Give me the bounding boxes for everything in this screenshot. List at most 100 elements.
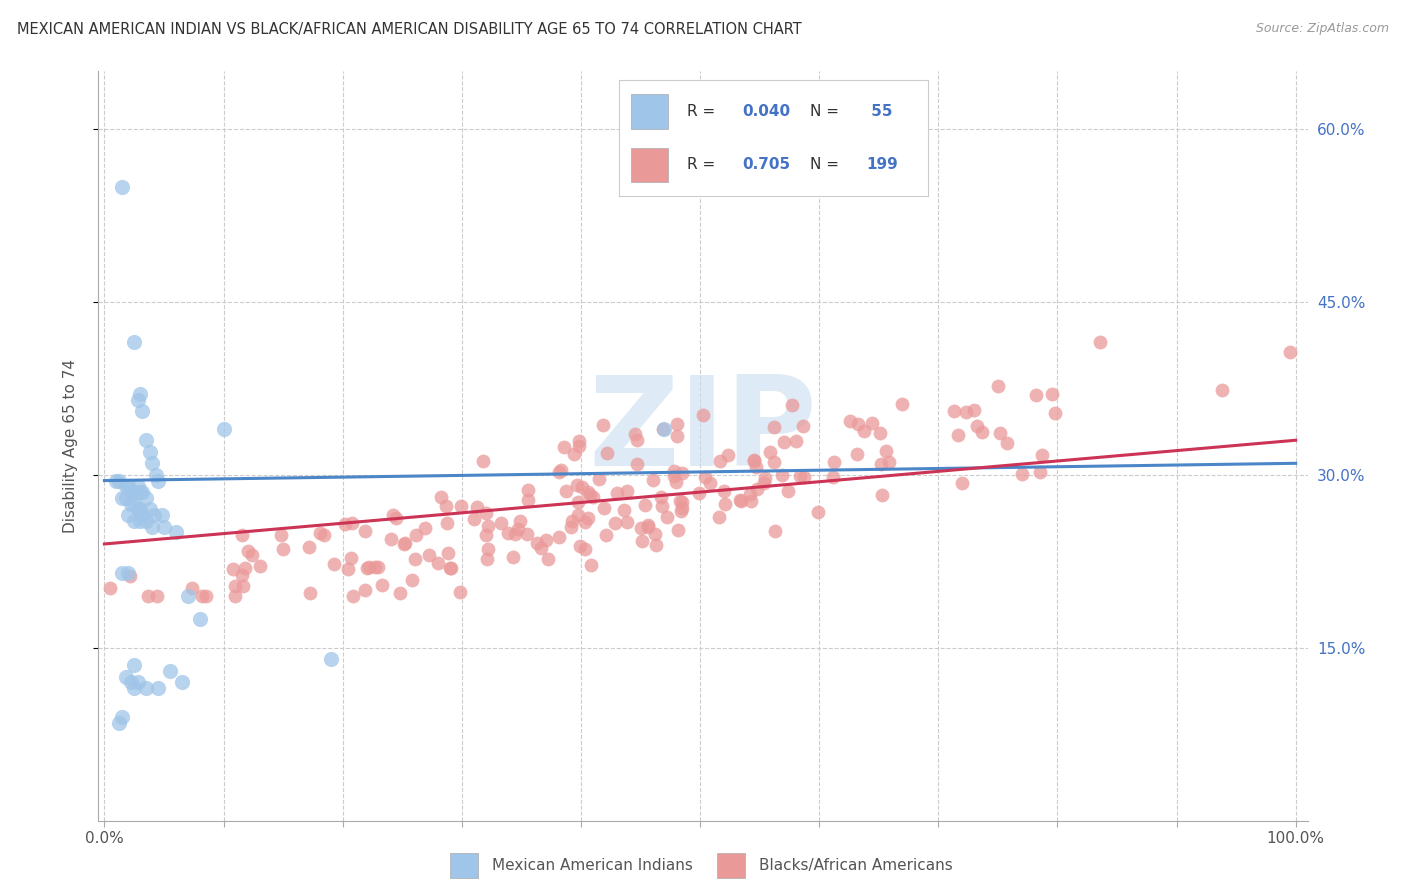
Bar [450,853,478,878]
Point [98,581,121,595]
Point [298,541,321,555]
Point [707,509,730,524]
Bar [631,95,668,129]
Point [568,434,591,448]
Point [785,434,807,448]
Point [465,500,488,514]
Point [141,456,163,470]
Point [117,508,139,523]
Point [516,483,538,498]
Point [630,521,652,535]
Point [613,503,636,517]
Point [576,511,599,525]
Point [107,474,129,488]
Point [153,519,176,533]
Text: ZIP: ZIP [589,370,817,491]
Point [233,561,256,575]
Point [299,586,322,600]
Point [626,457,648,471]
Point [111,710,134,724]
Point [195,589,218,603]
Point [475,528,498,542]
Point [553,440,575,454]
Point [664,469,686,483]
Point [427,556,450,570]
Point [946,427,969,442]
Point [380,532,402,546]
Point [240,548,263,562]
Point [249,559,271,574]
Bar [631,147,668,182]
Point [463,512,485,526]
Point [118,568,141,582]
Point [565,478,588,492]
Point [852,424,875,438]
Point [105,474,128,488]
Point [111,566,134,580]
Point [537,552,560,566]
Point [564,446,586,460]
Point [671,495,693,509]
Point [111,179,134,194]
Point [340,516,363,530]
Point [616,515,638,529]
Point [671,500,693,515]
Point [517,493,540,508]
Point [891,397,914,411]
Point [773,435,796,450]
Point [526,536,548,550]
Point [692,409,714,423]
Point [550,463,572,477]
Text: 55: 55 [866,104,893,120]
Point [987,378,1010,392]
Point [650,490,672,504]
Point [943,403,966,417]
Text: MEXICAN AMERICAN INDIAN VS BLACK/AFRICAN AMERICAN DISABILITY AGE 65 TO 74 CORREL: MEXICAN AMERICAN INDIAN VS BLACK/AFRICAN… [17,22,801,37]
Point [763,420,786,434]
Point [440,560,463,574]
Point [436,516,458,531]
Point [353,582,375,597]
Bar [717,853,745,878]
Point [231,527,253,541]
Text: R =: R = [686,157,720,172]
Point [778,484,800,499]
Point [314,528,336,542]
Point [807,505,830,519]
Point [224,579,246,593]
Point [429,490,451,504]
Point [129,387,152,401]
Point [699,476,721,491]
Point [120,675,142,690]
Point [222,562,245,576]
Point [569,540,592,554]
Point [870,488,893,502]
Y-axis label: Disability Age 65 to 74: Disability Age 65 to 74 [63,359,77,533]
Point [634,498,657,512]
Point [385,511,408,525]
Point [645,538,668,552]
Text: Mexican American Indians: Mexican American Indians [492,858,693,872]
Text: 0.705: 0.705 [742,157,790,172]
Point [357,560,380,574]
Point [709,453,731,467]
Point [356,561,378,575]
Point [392,537,415,551]
Point [177,589,200,603]
Point [995,436,1018,450]
Point [135,514,157,528]
Text: R =: R = [686,104,720,120]
Point [548,465,571,479]
Point [127,392,149,407]
Point [955,405,977,419]
Point [695,469,717,483]
Point [111,491,134,505]
Point [367,559,389,574]
Point [389,586,412,600]
Point [122,335,145,350]
Point [145,467,167,482]
Point [668,494,690,508]
Point [1028,465,1050,479]
Point [319,652,342,666]
Point [418,548,440,562]
